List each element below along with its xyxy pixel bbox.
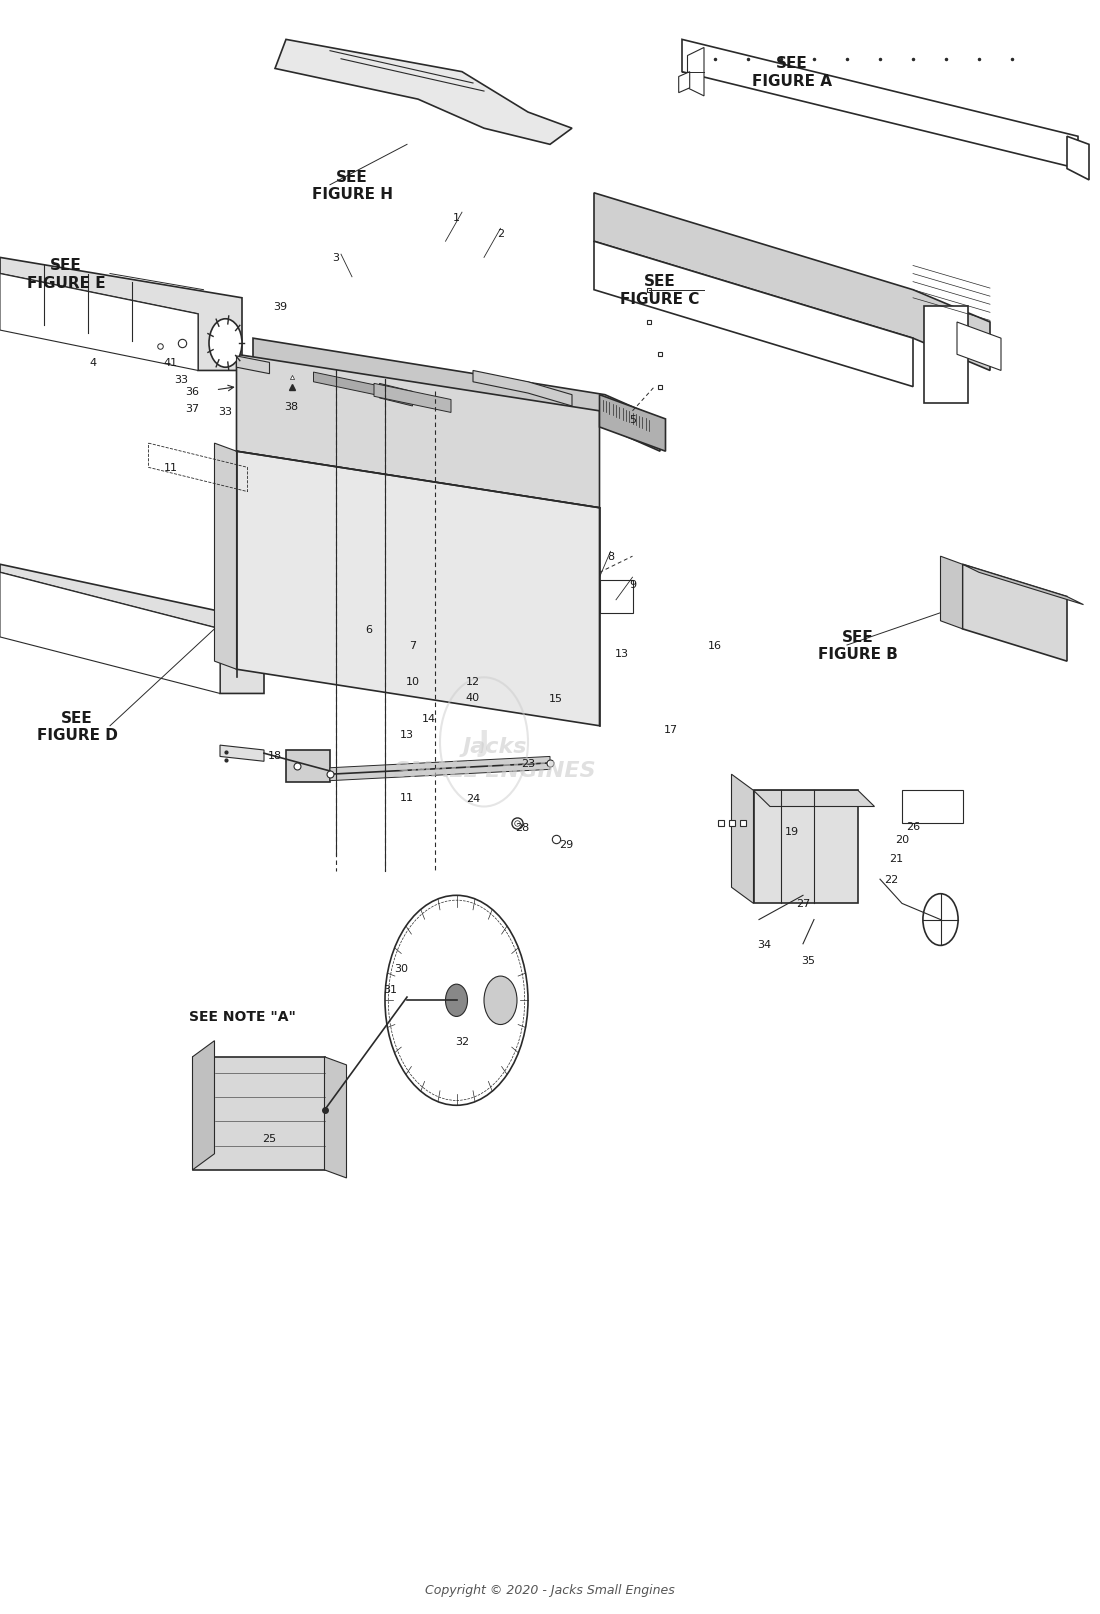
Text: 8: 8 (607, 552, 614, 562)
Text: 36: 36 (186, 387, 199, 397)
Text: Copyright © 2020 - Jacks Small Engines: Copyright © 2020 - Jacks Small Engines (425, 1583, 675, 1596)
Polygon shape (962, 565, 1067, 662)
Polygon shape (0, 573, 220, 694)
Text: 13: 13 (400, 730, 414, 739)
Text: 7: 7 (409, 641, 416, 650)
Text: 40: 40 (466, 692, 480, 702)
Text: 14: 14 (422, 713, 436, 723)
Text: 33: 33 (175, 374, 188, 384)
Text: SEE NOTE "A": SEE NOTE "A" (188, 1010, 296, 1023)
Text: 5: 5 (629, 415, 636, 424)
Text: 30: 30 (395, 964, 408, 973)
Polygon shape (192, 1057, 324, 1170)
Text: 27: 27 (796, 899, 810, 909)
Text: SEE
FIGURE C: SEE FIGURE C (620, 274, 700, 307)
Polygon shape (940, 557, 962, 629)
Polygon shape (688, 48, 704, 97)
Text: Jacks
SMALL ENGINES: Jacks SMALL ENGINES (394, 738, 596, 780)
Polygon shape (0, 274, 198, 371)
Polygon shape (314, 373, 429, 407)
Text: 4: 4 (90, 358, 97, 368)
Polygon shape (324, 1057, 346, 1178)
Polygon shape (600, 581, 632, 613)
Polygon shape (0, 258, 242, 371)
Polygon shape (275, 40, 572, 145)
Text: 41: 41 (164, 358, 177, 368)
Polygon shape (379, 384, 412, 407)
Polygon shape (286, 751, 330, 783)
Polygon shape (214, 444, 236, 670)
Polygon shape (682, 40, 1078, 169)
Text: 33: 33 (219, 407, 232, 416)
Text: 15: 15 (549, 694, 562, 704)
Text: 31: 31 (384, 985, 397, 994)
Circle shape (209, 320, 242, 368)
Polygon shape (732, 775, 754, 904)
Text: 28: 28 (516, 823, 529, 833)
Text: 11: 11 (400, 792, 414, 802)
Text: 1: 1 (453, 213, 460, 223)
Text: 6: 6 (365, 625, 372, 634)
Text: 12: 12 (466, 676, 480, 686)
Text: 22: 22 (884, 875, 898, 884)
Text: 11: 11 (164, 463, 177, 473)
Circle shape (484, 976, 517, 1025)
Polygon shape (473, 371, 572, 407)
Text: SEE
FIGURE H: SEE FIGURE H (311, 169, 393, 202)
Text: 32: 32 (455, 1036, 469, 1046)
Text: 26: 26 (906, 822, 920, 831)
Polygon shape (754, 791, 858, 904)
Polygon shape (679, 73, 690, 94)
Polygon shape (220, 746, 264, 762)
Text: 29: 29 (560, 839, 573, 849)
Polygon shape (374, 384, 451, 413)
Text: 19: 19 (785, 826, 799, 836)
Polygon shape (594, 194, 990, 371)
Polygon shape (924, 307, 968, 404)
Polygon shape (1067, 137, 1089, 181)
Text: SEE
FIGURE B: SEE FIGURE B (818, 629, 898, 662)
Text: 9: 9 (629, 579, 636, 589)
Text: 2: 2 (497, 229, 504, 239)
Polygon shape (754, 791, 875, 807)
Polygon shape (253, 339, 660, 452)
Polygon shape (236, 357, 270, 374)
Circle shape (446, 985, 468, 1017)
Text: 25: 25 (263, 1133, 276, 1143)
Text: 24: 24 (466, 794, 480, 804)
Polygon shape (962, 565, 1084, 605)
Text: 34: 34 (758, 939, 771, 949)
Text: SEE
FIGURE E: SEE FIGURE E (26, 258, 106, 291)
Text: 17: 17 (664, 725, 678, 734)
Polygon shape (236, 355, 600, 508)
Polygon shape (236, 452, 600, 726)
Text: 18: 18 (268, 751, 282, 760)
Circle shape (385, 896, 528, 1106)
Text: 35: 35 (802, 955, 815, 965)
Text: 21: 21 (890, 854, 903, 863)
Text: SEE
FIGURE D: SEE FIGURE D (36, 710, 118, 742)
Polygon shape (902, 791, 962, 823)
Text: 16: 16 (708, 641, 722, 650)
Polygon shape (594, 242, 913, 387)
Polygon shape (330, 757, 550, 781)
Text: 38: 38 (285, 402, 298, 412)
Text: 3: 3 (332, 253, 339, 263)
Text: 10: 10 (406, 676, 419, 686)
Circle shape (923, 894, 958, 946)
Polygon shape (0, 565, 264, 694)
Polygon shape (600, 395, 666, 452)
Polygon shape (192, 1041, 215, 1170)
Text: 13: 13 (615, 649, 628, 659)
Text: 20: 20 (895, 834, 909, 844)
Text: SEE
FIGURE A: SEE FIGURE A (752, 56, 832, 89)
Text: 37: 37 (186, 404, 199, 413)
Polygon shape (957, 323, 1001, 371)
Text: 23: 23 (521, 759, 535, 768)
Text: 39: 39 (274, 302, 287, 312)
Text: J: J (478, 728, 490, 757)
